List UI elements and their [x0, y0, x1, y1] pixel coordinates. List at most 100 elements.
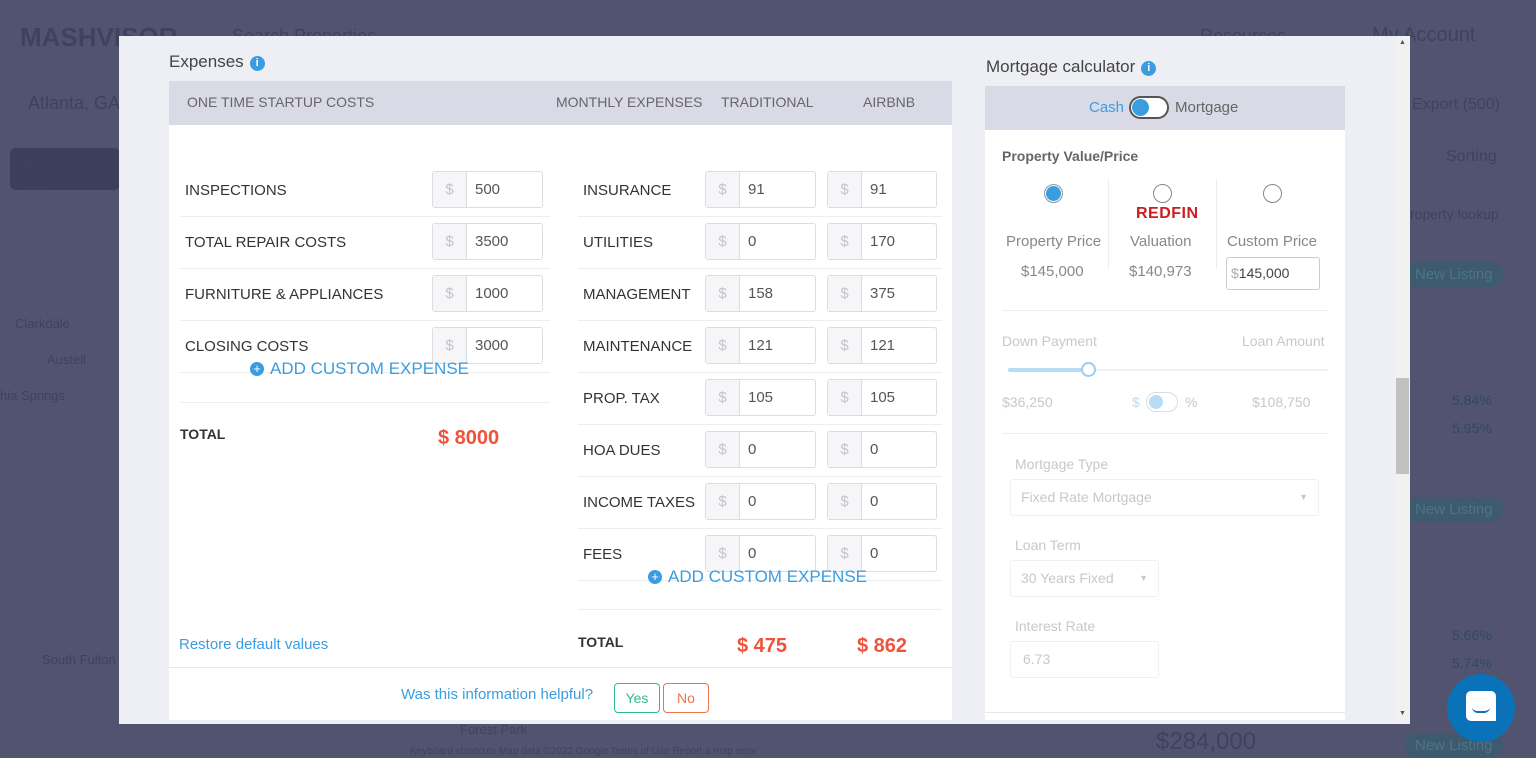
scrollbar-thumb[interactable]	[1396, 378, 1409, 474]
info-icon[interactable]: i	[249, 56, 265, 71]
airbnb-expense-value[interactable]: 0	[870, 441, 879, 458]
traditional-expense-input[interactable]: $0	[705, 535, 816, 572]
down-payment-slider[interactable]	[1008, 362, 1328, 377]
restore-defaults-link[interactable]: Restore default values	[179, 636, 329, 653]
airbnb-expense-input[interactable]: $0	[827, 431, 937, 468]
airbnb-expense-value[interactable]: 0	[870, 545, 879, 562]
traditional-expense-value[interactable]: 158	[748, 285, 774, 302]
new-listing-badge: New Listing	[1405, 497, 1503, 522]
airbnb-expense-input[interactable]: $0	[827, 483, 937, 520]
header-traditional: TRADITIONAL	[721, 94, 814, 110]
startup-expense-label: INSPECTIONS	[185, 182, 287, 199]
currency-symbol: $	[706, 172, 740, 207]
rate-value: 5.66%	[1452, 627, 1492, 643]
traditional-expense-value[interactable]: 121	[748, 337, 774, 354]
traditional-expense-value[interactable]: 0	[748, 545, 757, 562]
no-button[interactable]: No	[663, 683, 709, 713]
traditional-expense-input[interactable]: $0	[705, 431, 816, 468]
redfin-valuation-radio[interactable]	[1153, 184, 1172, 203]
traditional-expense-input[interactable]: $121	[705, 327, 816, 364]
custom-price-radio[interactable]	[1263, 184, 1282, 203]
airbnb-expense-input[interactable]: $105	[827, 379, 937, 416]
property-lookup[interactable]: roperty lookup	[1410, 206, 1499, 222]
traditional-expense-input[interactable]: $0	[705, 483, 816, 520]
map-label: Forest Park	[460, 722, 528, 737]
rate-value: 5.84%	[1452, 392, 1492, 408]
loan-term-select[interactable]: 30 Years Fixed ▼	[1010, 560, 1159, 597]
airbnb-expense-value[interactable]: 0	[870, 493, 879, 510]
currency-symbol: $	[433, 224, 467, 259]
chat-launcher-button[interactable]	[1447, 674, 1515, 742]
airbnb-expense-value[interactable]: 170	[870, 233, 896, 250]
airbnb-expense-input[interactable]: $0	[827, 535, 937, 572]
mortgage-title: Mortgage calculator i	[986, 57, 1157, 77]
location-input[interactable]: Atlanta, GA	[28, 93, 121, 113]
info-icon[interactable]: i	[1141, 61, 1157, 76]
interest-rate-input[interactable]: 6.73	[1010, 641, 1159, 678]
unit-dollar: $	[1132, 394, 1140, 410]
currency-symbol: $	[828, 224, 862, 259]
currency-symbol: $	[828, 536, 862, 571]
startup-expense-value[interactable]: 500	[475, 181, 501, 198]
startup-expense-value[interactable]: 3500	[475, 233, 509, 250]
startup-expense-input[interactable]: $3000	[432, 327, 543, 364]
airbnb-expense-value[interactable]: 375	[870, 285, 896, 302]
startup-expense-value[interactable]: 3000	[475, 337, 509, 354]
startup-total-label: TOTAL	[180, 426, 226, 442]
scroll-up-icon[interactable]: ▲	[1399, 39, 1406, 46]
airbnb-expense-value[interactable]: 121	[870, 337, 896, 354]
airbnb-expense-input[interactable]: $170	[827, 223, 937, 260]
airbnb-expense-input[interactable]: $91	[827, 171, 937, 208]
airbnb-expense-input[interactable]: $121	[827, 327, 937, 364]
plus-icon: +	[648, 570, 662, 584]
traditional-expense-input[interactable]: $158	[705, 275, 816, 312]
startup-expense-input[interactable]: $3500	[432, 223, 543, 260]
currency-symbol: $	[828, 328, 862, 363]
traditional-expense-input[interactable]: $0	[705, 223, 816, 260]
yes-button[interactable]: Yes	[614, 683, 660, 713]
property-price-value: $145,000	[1021, 263, 1084, 280]
airbnb-expense-value[interactable]: 105	[870, 389, 896, 406]
startup-expense-value[interactable]: 1000	[475, 285, 509, 302]
add-custom-monthly-expense[interactable]: + ADD CUSTOM EXPENSE	[648, 567, 867, 587]
startup-expense-label: CLOSING COSTS	[185, 338, 309, 355]
traditional-expense-input[interactable]: $105	[705, 379, 816, 416]
add-custom-startup-expense[interactable]: + ADD CUSTOM EXPENSE	[250, 359, 469, 379]
dropdown-arrow-icon: ▼	[1299, 492, 1308, 502]
traditional-expense-value[interactable]: 105	[748, 389, 774, 406]
currency-symbol: $	[828, 432, 862, 467]
cash-mortgage-toggle[interactable]	[1129, 96, 1169, 119]
startup-expense-input[interactable]: $500	[432, 171, 543, 208]
airbnb-expense-value[interactable]: 91	[870, 181, 887, 198]
showing-button[interactable]: Showing 500	[10, 148, 120, 194]
airbnb-expense-input[interactable]: $375	[827, 275, 937, 312]
mortgage-type-select[interactable]: Fixed Rate Mortgage ▼	[1010, 479, 1319, 516]
currency-symbol: $	[706, 328, 740, 363]
slider-handle[interactable]	[1081, 362, 1096, 377]
mortgage-label: Mortgage	[1175, 99, 1239, 116]
currency-symbol: $	[706, 224, 740, 259]
scroll-down-icon[interactable]: ▼	[1399, 710, 1406, 717]
custom-price-input[interactable]: $145,000	[1226, 257, 1320, 290]
down-payment-label: Down Payment	[1002, 333, 1097, 349]
currency-symbol: $	[433, 328, 467, 363]
currency-symbol: $	[706, 276, 740, 311]
traditional-expense-value[interactable]: 0	[748, 493, 757, 510]
unit-percent: %	[1185, 394, 1198, 410]
traditional-expense-input[interactable]: $91	[705, 171, 816, 208]
unit-toggle[interactable]	[1146, 392, 1178, 412]
sorting-button[interactable]: Sorting	[1446, 148, 1497, 165]
airbnb-total: $ 862	[857, 635, 908, 657]
startup-expense-input[interactable]: $1000	[432, 275, 543, 312]
property-price-radio[interactable]	[1044, 184, 1063, 203]
custom-price-label: Custom Price	[1227, 233, 1318, 250]
monthly-expense-label: HOA DUES	[583, 442, 661, 459]
monthly-expense-label: MAINTENANCE	[583, 338, 693, 355]
traditional-expense-value[interactable]: 91	[748, 181, 765, 198]
traditional-expense-value[interactable]: 0	[748, 233, 757, 250]
monthly-total-label: TOTAL	[578, 634, 624, 650]
valuation-label: Valuation	[1130, 233, 1192, 250]
export-button[interactable]: Export (500)	[1412, 96, 1501, 113]
traditional-expense-value[interactable]: 0	[748, 441, 757, 458]
modal-scrollbar[interactable]: ▲ ▼	[1395, 36, 1410, 724]
